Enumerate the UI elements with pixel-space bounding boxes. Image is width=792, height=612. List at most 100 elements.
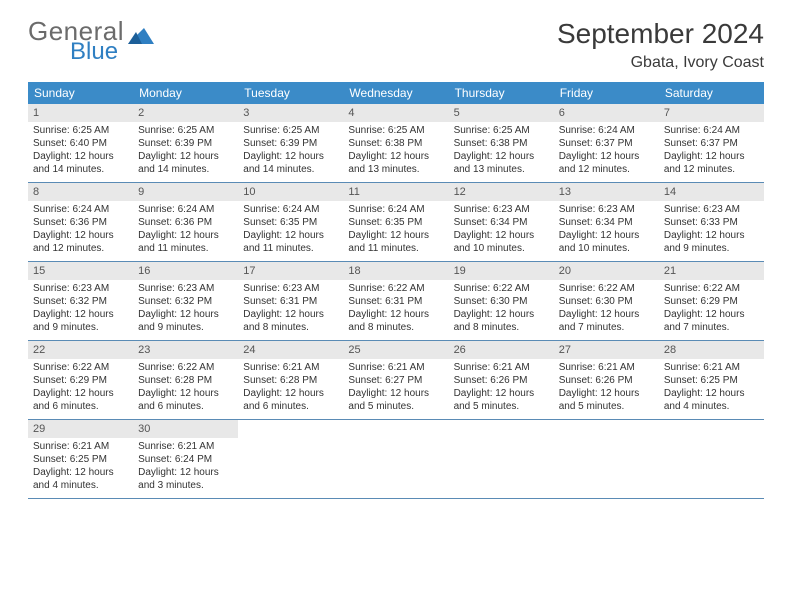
calendar-cell: 22Sunrise: 6:22 AMSunset: 6:29 PMDayligh…	[28, 341, 133, 419]
calendar-cell: 25Sunrise: 6:21 AMSunset: 6:27 PMDayligh…	[343, 341, 448, 419]
detail-line: and 14 minutes.	[138, 163, 233, 176]
day-number: 18	[343, 262, 448, 280]
detail-line: Sunset: 6:39 PM	[243, 137, 338, 150]
detail-line: Daylight: 12 hours	[138, 229, 233, 242]
detail-line: Daylight: 12 hours	[664, 308, 759, 321]
detail-line: Sunrise: 6:21 AM	[454, 361, 549, 374]
calendar-cell: 15Sunrise: 6:23 AMSunset: 6:32 PMDayligh…	[28, 262, 133, 340]
calendar: Sunday Monday Tuesday Wednesday Thursday…	[28, 82, 764, 499]
week-row: 22Sunrise: 6:22 AMSunset: 6:29 PMDayligh…	[28, 341, 764, 420]
day-details: Sunrise: 6:22 AMSunset: 6:30 PMDaylight:…	[554, 280, 659, 338]
calendar-cell: 10Sunrise: 6:24 AMSunset: 6:35 PMDayligh…	[238, 183, 343, 261]
day-number: 10	[238, 183, 343, 201]
detail-line: and 9 minutes.	[138, 321, 233, 334]
detail-line: and 12 minutes.	[664, 163, 759, 176]
detail-line: Sunset: 6:35 PM	[348, 216, 443, 229]
detail-line: Sunset: 6:29 PM	[664, 295, 759, 308]
detail-line: Sunset: 6:27 PM	[348, 374, 443, 387]
detail-line: Sunset: 6:35 PM	[243, 216, 338, 229]
day-details: Sunrise: 6:25 AMSunset: 6:39 PMDaylight:…	[133, 122, 238, 180]
detail-line: and 6 minutes.	[243, 400, 338, 413]
detail-line: Sunrise: 6:22 AM	[33, 361, 128, 374]
detail-line: and 14 minutes.	[243, 163, 338, 176]
detail-line: and 12 minutes.	[559, 163, 654, 176]
detail-line: Daylight: 12 hours	[454, 387, 549, 400]
day-number: 6	[554, 104, 659, 122]
detail-line: Daylight: 12 hours	[33, 229, 128, 242]
day-number: 12	[449, 183, 554, 201]
day-details: Sunrise: 6:21 AMSunset: 6:25 PMDaylight:…	[28, 438, 133, 496]
day-details: Sunrise: 6:24 AMSunset: 6:35 PMDaylight:…	[238, 201, 343, 259]
calendar-cell: 17Sunrise: 6:23 AMSunset: 6:31 PMDayligh…	[238, 262, 343, 340]
detail-line: and 12 minutes.	[33, 242, 128, 255]
detail-line: Sunset: 6:31 PM	[348, 295, 443, 308]
detail-line: Sunrise: 6:22 AM	[664, 282, 759, 295]
day-details: Sunrise: 6:22 AMSunset: 6:31 PMDaylight:…	[343, 280, 448, 338]
detail-line: Daylight: 12 hours	[138, 387, 233, 400]
day-number: 25	[343, 341, 448, 359]
day-details: Sunrise: 6:21 AMSunset: 6:27 PMDaylight:…	[343, 359, 448, 417]
week-row: 29Sunrise: 6:21 AMSunset: 6:25 PMDayligh…	[28, 420, 764, 499]
calendar-cell: 2Sunrise: 6:25 AMSunset: 6:39 PMDaylight…	[133, 104, 238, 182]
detail-line: Daylight: 12 hours	[243, 150, 338, 163]
detail-line: and 5 minutes.	[454, 400, 549, 413]
detail-line: Sunrise: 6:22 AM	[454, 282, 549, 295]
day-number: 1	[28, 104, 133, 122]
detail-line: Sunset: 6:37 PM	[664, 137, 759, 150]
detail-line: Sunrise: 6:24 AM	[664, 124, 759, 137]
detail-line: Sunrise: 6:25 AM	[33, 124, 128, 137]
day-details: Sunrise: 6:21 AMSunset: 6:26 PMDaylight:…	[449, 359, 554, 417]
day-details: Sunrise: 6:24 AMSunset: 6:37 PMDaylight:…	[659, 122, 764, 180]
detail-line: and 8 minutes.	[243, 321, 338, 334]
detail-line: Sunrise: 6:24 AM	[138, 203, 233, 216]
detail-line: Sunset: 6:28 PM	[243, 374, 338, 387]
detail-line: Daylight: 12 hours	[454, 150, 549, 163]
calendar-cell: 4Sunrise: 6:25 AMSunset: 6:38 PMDaylight…	[343, 104, 448, 182]
detail-line: Daylight: 12 hours	[348, 229, 443, 242]
detail-line: and 5 minutes.	[348, 400, 443, 413]
weeks-container: 1Sunrise: 6:25 AMSunset: 6:40 PMDaylight…	[28, 104, 764, 499]
day-number: 13	[554, 183, 659, 201]
detail-line: Sunset: 6:32 PM	[138, 295, 233, 308]
day-details: Sunrise: 6:24 AMSunset: 6:36 PMDaylight:…	[28, 201, 133, 259]
day-header-friday: Friday	[554, 82, 659, 104]
detail-line: Daylight: 12 hours	[454, 308, 549, 321]
detail-line: and 9 minutes.	[33, 321, 128, 334]
detail-line: Daylight: 12 hours	[664, 150, 759, 163]
day-number: 20	[554, 262, 659, 280]
detail-line: Sunrise: 6:24 AM	[348, 203, 443, 216]
day-number: 16	[133, 262, 238, 280]
detail-line: Sunrise: 6:23 AM	[664, 203, 759, 216]
detail-line: Sunrise: 6:22 AM	[559, 282, 654, 295]
detail-line: and 10 minutes.	[454, 242, 549, 255]
day-details: Sunrise: 6:24 AMSunset: 6:36 PMDaylight:…	[133, 201, 238, 259]
detail-line: Sunset: 6:25 PM	[33, 453, 128, 466]
calendar-cell: 7Sunrise: 6:24 AMSunset: 6:37 PMDaylight…	[659, 104, 764, 182]
day-header-sunday: Sunday	[28, 82, 133, 104]
calendar-cell: 1Sunrise: 6:25 AMSunset: 6:40 PMDaylight…	[28, 104, 133, 182]
detail-line: Sunset: 6:29 PM	[33, 374, 128, 387]
detail-line: Daylight: 12 hours	[559, 150, 654, 163]
calendar-cell: 14Sunrise: 6:23 AMSunset: 6:33 PMDayligh…	[659, 183, 764, 261]
calendar-cell	[659, 420, 764, 498]
day-details: Sunrise: 6:25 AMSunset: 6:38 PMDaylight:…	[343, 122, 448, 180]
day-number: 11	[343, 183, 448, 201]
calendar-cell: 30Sunrise: 6:21 AMSunset: 6:24 PMDayligh…	[133, 420, 238, 498]
detail-line: Daylight: 12 hours	[348, 387, 443, 400]
detail-line: and 10 minutes.	[559, 242, 654, 255]
day-number: 26	[449, 341, 554, 359]
detail-line: Sunrise: 6:21 AM	[243, 361, 338, 374]
detail-line: Daylight: 12 hours	[243, 387, 338, 400]
detail-line: and 7 minutes.	[664, 321, 759, 334]
day-details: Sunrise: 6:25 AMSunset: 6:38 PMDaylight:…	[449, 122, 554, 180]
detail-line: and 9 minutes.	[664, 242, 759, 255]
day-details: Sunrise: 6:23 AMSunset: 6:32 PMDaylight:…	[28, 280, 133, 338]
day-number: 24	[238, 341, 343, 359]
detail-line: Daylight: 12 hours	[138, 150, 233, 163]
day-number: 4	[343, 104, 448, 122]
detail-line: Sunset: 6:36 PM	[138, 216, 233, 229]
day-header-monday: Monday	[133, 82, 238, 104]
detail-line: Sunrise: 6:21 AM	[664, 361, 759, 374]
day-details: Sunrise: 6:25 AMSunset: 6:40 PMDaylight:…	[28, 122, 133, 180]
day-number: 2	[133, 104, 238, 122]
